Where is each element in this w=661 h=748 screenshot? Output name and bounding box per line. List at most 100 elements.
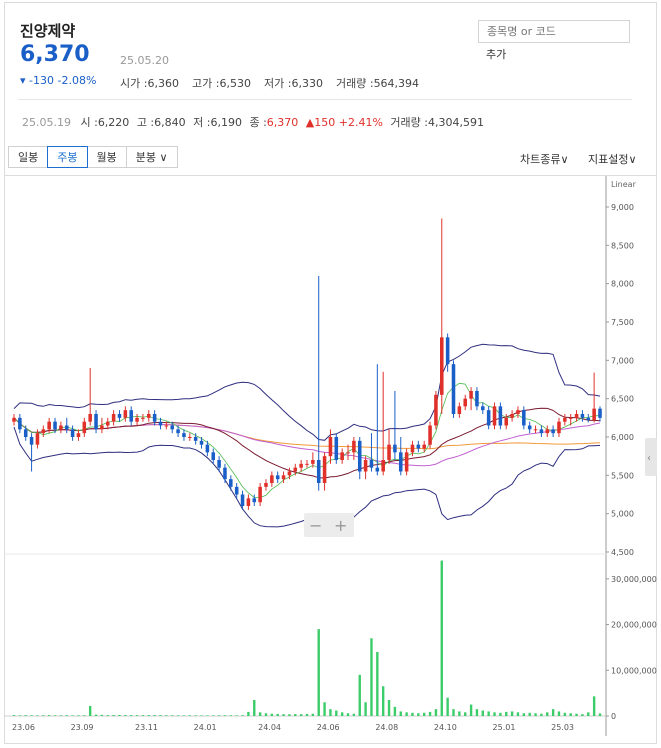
volume-bar (534, 713, 537, 716)
candle-body (70, 429, 75, 437)
candle-body (457, 406, 462, 414)
candle-body (568, 417, 573, 419)
candle-body (170, 425, 174, 430)
add-button[interactable]: 추가 (486, 48, 507, 61)
candle-body (469, 391, 473, 399)
volume-bar (288, 714, 291, 716)
candle-body (275, 475, 280, 480)
volume-bar (557, 711, 561, 716)
volume-bar (581, 714, 584, 716)
candle-body (393, 444, 397, 453)
candle-body (147, 414, 151, 418)
period-tabs: 일봉 주봉 월봉 분봉 ∨ (4, 146, 178, 168)
volume-bar (575, 713, 578, 716)
volume-bar (71, 715, 74, 716)
volume-bar (405, 712, 408, 716)
candle-body (510, 414, 514, 418)
candle-body (12, 417, 16, 422)
volume-bar (393, 706, 397, 716)
candle-body (111, 414, 116, 422)
volume-bar (452, 709, 455, 716)
volume-bar (352, 713, 356, 716)
search-input[interactable] (478, 20, 630, 43)
zoom-in-button[interactable]: + (334, 516, 347, 535)
candle-body (18, 417, 22, 430)
candle-body (533, 429, 538, 431)
bollinger-lower-line (13, 426, 601, 528)
candle-body (410, 444, 415, 453)
volume-bar (141, 715, 145, 716)
candle-body (440, 337, 444, 395)
candle-body (105, 421, 110, 426)
tab-minute[interactable]: 분봉 ∨ (125, 146, 178, 168)
volume-bar (258, 712, 262, 716)
indicator-menu[interactable]: 지표설정∨ (588, 153, 637, 166)
candle-body (551, 429, 555, 434)
candle-body (94, 414, 98, 430)
volume-bar (329, 709, 332, 716)
volume-bar (194, 715, 197, 716)
volume-bar (592, 696, 596, 716)
high-stat: 고가 :6,530 (192, 77, 251, 90)
ma-20-line (13, 407, 601, 479)
price-tick-label: 5,500 (611, 471, 634, 480)
volume-bar (253, 700, 256, 716)
candle-body (357, 440, 362, 472)
volume-bar (305, 713, 309, 716)
tab-monthly[interactable]: 월봉 (86, 146, 127, 168)
candle-body (158, 421, 163, 426)
candle-body (305, 463, 309, 465)
candle-body (486, 410, 491, 426)
candle-body (322, 456, 327, 483)
price-tick-label: 6,500 (611, 395, 634, 404)
volume-bar (235, 715, 238, 716)
volume-stat: 거래량 :564,394 (336, 77, 420, 90)
tab-daily[interactable]: 일봉 (8, 146, 49, 168)
volume-bar (370, 638, 373, 716)
volume-bar (335, 710, 338, 716)
volume-bar (153, 715, 156, 716)
volume-bar (364, 702, 367, 716)
volume-bar (12, 715, 16, 716)
tab-weekly[interactable]: 주봉 (47, 146, 88, 168)
candle-body (205, 444, 210, 453)
volume-bar (100, 714, 104, 716)
volume-bar (147, 715, 150, 716)
side-panel-handle[interactable] (645, 438, 657, 476)
zoom-out-button[interactable]: − (309, 516, 322, 535)
candle-body (188, 437, 192, 438)
volume-bar (294, 714, 297, 716)
volume-bar (376, 652, 379, 716)
candle-body (59, 425, 63, 430)
candle-body (293, 467, 298, 472)
stock-name: 진양제약 (20, 22, 76, 40)
volume-bar (229, 715, 233, 716)
volume-bar (340, 712, 344, 716)
scale-label: Linear (611, 180, 637, 189)
candle-body (504, 417, 509, 426)
candle-body (316, 460, 321, 483)
candle-body (381, 460, 385, 472)
candle-body (574, 414, 579, 418)
price-tick-label: 8,500 (611, 241, 634, 250)
quote-date: 25.05.20 (120, 54, 169, 67)
volume-bar (505, 711, 508, 716)
volume-bar (458, 711, 461, 716)
candle-body (563, 417, 567, 422)
chart-type-menu[interactable]: 차트종류∨ (520, 153, 569, 166)
volume-bar (241, 715, 244, 716)
candle-body (252, 498, 257, 503)
volume-bar (94, 714, 98, 716)
price-tick-label: 5,000 (611, 510, 634, 519)
volume-bar (36, 715, 39, 716)
candle-body (287, 471, 292, 476)
volume-bar (481, 710, 484, 716)
candle-body (135, 417, 139, 422)
candle-body (522, 410, 526, 426)
volume-bar (522, 713, 526, 716)
chart-widget (4, 2, 657, 744)
volume-bar (53, 715, 57, 716)
open-stat: 시가 :6,360 (120, 77, 179, 90)
volume-bar (212, 715, 215, 716)
candle-body (299, 463, 303, 468)
